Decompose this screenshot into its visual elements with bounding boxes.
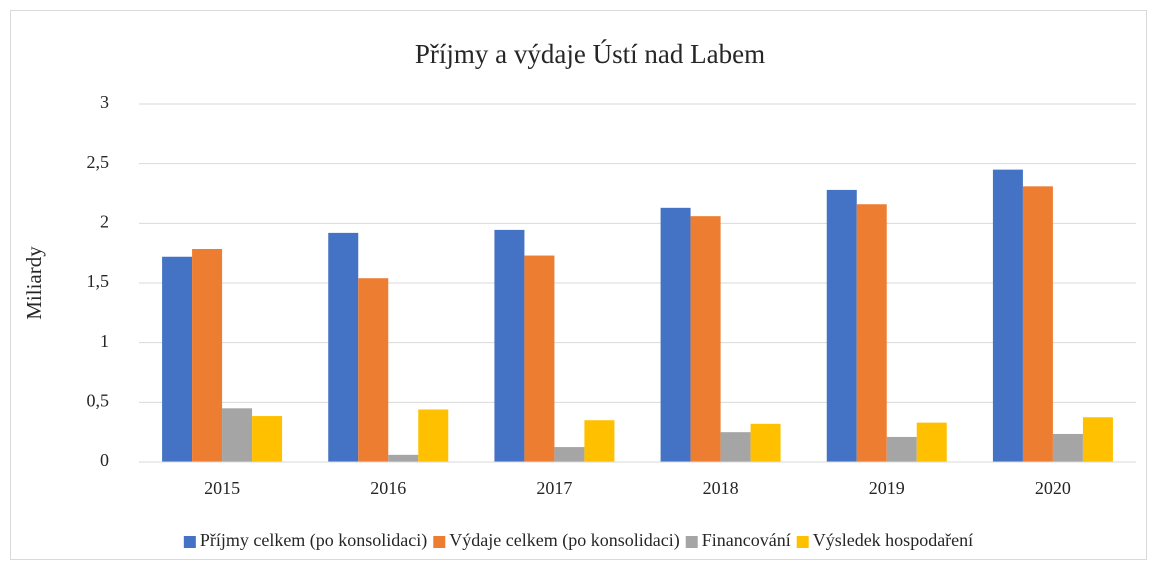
bar (358, 278, 389, 462)
legend-label: Příjmy celkem (po konsolidaci) (200, 530, 427, 551)
x-tick-label: 2018 (703, 478, 739, 498)
bar (1082, 417, 1113, 462)
bar (690, 216, 721, 462)
legend-swatch (685, 536, 698, 548)
bar (660, 207, 691, 462)
bar (554, 447, 585, 462)
x-tick-label: 2015 (204, 478, 240, 498)
y-tick-label: 2 (100, 211, 109, 231)
bar (1022, 186, 1053, 462)
bar (328, 232, 359, 462)
legend-swatch (183, 536, 196, 548)
bar (222, 408, 253, 462)
bar (494, 229, 525, 462)
bar (750, 423, 781, 462)
bar (388, 454, 419, 462)
x-tick-label: 2017 (536, 478, 572, 498)
y-tick-label: 3 (100, 92, 109, 112)
x-tick-label: 2016 (370, 478, 406, 498)
y-tick-label: 0,5 (87, 390, 110, 410)
bar (886, 436, 917, 462)
bar (720, 432, 751, 462)
bar (252, 416, 283, 462)
bar (584, 420, 615, 462)
legend-swatch (796, 536, 809, 548)
bar (856, 204, 887, 463)
bar (916, 422, 947, 462)
legend-swatch (433, 536, 446, 548)
y-tick-label: 2,5 (87, 152, 110, 172)
bar (1052, 433, 1083, 462)
x-tick-label: 2019 (869, 478, 905, 498)
y-tick-label: 1 (100, 331, 109, 351)
bar (524, 255, 555, 462)
bar (826, 189, 857, 463)
legend-label: Výsledek hospodaření (813, 530, 973, 550)
bar (192, 248, 223, 462)
chart-title: Příjmy a výdaje Ústí nad Labem (415, 39, 765, 69)
bar (162, 256, 193, 462)
x-tick-label: 2020 (1035, 478, 1071, 498)
bar (992, 169, 1023, 462)
legend-label: Výdaje celkem (po konsolidaci) (449, 530, 679, 551)
y-tick-label: 1,5 (87, 271, 110, 291)
legend-label: Financování (702, 530, 791, 550)
y-axis-label: Miliardy (22, 246, 46, 320)
bar (418, 409, 449, 462)
y-tick-label: 0 (100, 450, 109, 470)
